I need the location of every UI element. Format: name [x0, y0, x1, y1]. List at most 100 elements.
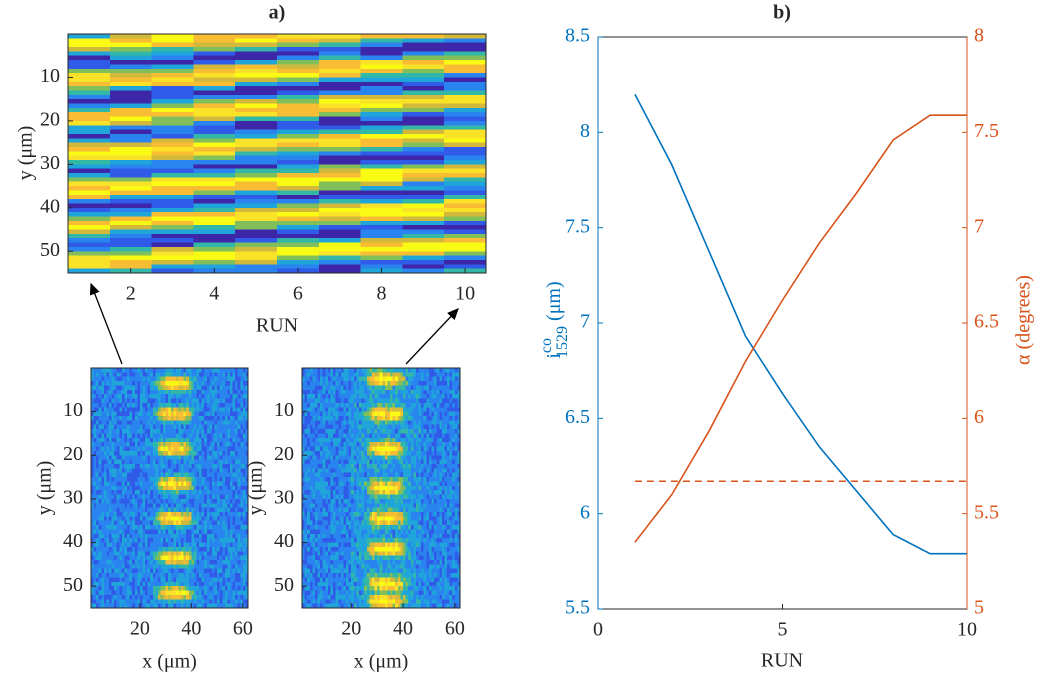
heatmap-cell — [68, 203, 111, 209]
pixel — [121, 581, 125, 587]
pixel — [101, 481, 105, 487]
pixel — [157, 538, 161, 543]
pixel — [343, 450, 347, 456]
pixel — [114, 577, 118, 583]
pixel — [155, 424, 159, 430]
pixel — [232, 603, 236, 609]
pixel — [209, 442, 213, 447]
pixel — [304, 424, 308, 430]
pixel — [338, 455, 342, 461]
pixel — [211, 472, 215, 478]
pixel — [191, 538, 195, 543]
heatmap-cell — [68, 125, 111, 131]
heatmap-cell — [444, 186, 487, 191]
pixel — [193, 464, 197, 469]
pixel — [152, 485, 156, 491]
pixel — [240, 551, 244, 557]
pixel — [160, 368, 164, 373]
pixel — [229, 577, 233, 583]
pixel — [222, 512, 226, 517]
pixel — [165, 564, 169, 570]
heatmap-cell — [402, 246, 445, 252]
pixel — [206, 538, 210, 543]
pixel — [304, 459, 308, 465]
heatmap-cell — [402, 160, 445, 165]
pixel — [312, 402, 316, 408]
pixel — [199, 542, 203, 548]
pixel — [137, 485, 141, 491]
pixel — [245, 555, 249, 561]
pixel — [232, 555, 236, 561]
pixel — [183, 586, 187, 591]
pixel — [96, 416, 100, 421]
pixel — [235, 394, 239, 399]
pixel — [224, 407, 228, 413]
pixel — [222, 485, 226, 491]
pixel — [335, 420, 339, 426]
heatmap-cell — [360, 216, 403, 222]
pixel — [152, 594, 156, 600]
pixel — [186, 381, 190, 386]
pixel — [127, 564, 131, 570]
pixel — [219, 581, 223, 587]
pixel — [214, 381, 218, 386]
pixel — [340, 429, 344, 434]
pixel — [111, 603, 115, 609]
pixel — [173, 564, 177, 570]
pixel — [98, 573, 102, 578]
heatmap-cell — [193, 73, 236, 78]
pixel — [201, 433, 205, 439]
heatmap-cell — [444, 51, 487, 57]
pixel — [237, 581, 241, 587]
pixel — [145, 490, 149, 495]
pixel — [348, 533, 352, 539]
pixel — [214, 512, 218, 517]
pixel — [109, 416, 112, 421]
pixel — [199, 385, 203, 391]
pixel — [98, 416, 102, 421]
pixel — [124, 542, 128, 548]
pixel — [335, 394, 339, 399]
pixel — [201, 551, 205, 557]
pixel — [160, 429, 164, 434]
pixel — [343, 385, 347, 391]
pixel — [98, 551, 102, 557]
pixel — [204, 477, 208, 482]
pixel — [237, 560, 241, 565]
pixel — [227, 372, 231, 378]
heatmap-cell — [444, 238, 487, 244]
heatmap-cell — [277, 181, 320, 187]
pixel — [124, 586, 128, 591]
pixel — [217, 512, 221, 517]
pixel — [191, 450, 195, 456]
pixel — [240, 442, 244, 447]
pixel — [93, 372, 97, 378]
x-tick-label: 6 — [293, 283, 303, 305]
pixel — [322, 560, 326, 565]
pixel — [147, 389, 151, 395]
pixel — [96, 411, 100, 417]
pixel — [157, 494, 161, 500]
pixel — [152, 402, 156, 408]
pixel — [106, 472, 110, 478]
pixel — [317, 551, 321, 557]
pixel — [114, 416, 118, 421]
heatmap-cell — [318, 190, 362, 196]
pixel — [240, 402, 244, 408]
pixel — [204, 381, 208, 386]
pixel — [116, 516, 120, 522]
pixel — [201, 594, 205, 600]
pixel — [211, 446, 215, 452]
pixel — [219, 376, 223, 382]
pixel — [93, 368, 97, 373]
pixel — [193, 498, 197, 504]
pixel — [178, 368, 182, 373]
pixel — [333, 437, 337, 443]
pixel — [219, 368, 223, 373]
pixel — [201, 389, 205, 395]
pixel — [335, 594, 339, 600]
pixel — [211, 437, 215, 443]
pixel — [106, 590, 110, 596]
pixel — [338, 420, 342, 426]
heatmap-cell — [318, 194, 362, 200]
